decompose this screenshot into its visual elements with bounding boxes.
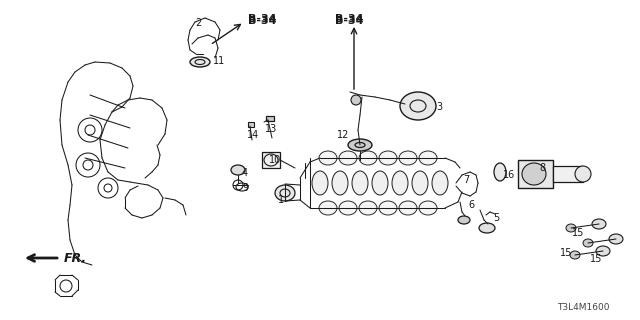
Ellipse shape bbox=[419, 151, 437, 165]
Ellipse shape bbox=[352, 171, 368, 195]
Text: 1: 1 bbox=[278, 195, 284, 205]
Text: 5: 5 bbox=[493, 213, 499, 223]
Ellipse shape bbox=[348, 139, 372, 151]
Text: 7: 7 bbox=[463, 175, 469, 185]
Bar bbox=[518, 160, 553, 188]
Ellipse shape bbox=[319, 201, 337, 215]
Text: 4: 4 bbox=[242, 168, 248, 178]
Text: 6: 6 bbox=[468, 200, 474, 210]
Bar bbox=[553, 166, 583, 182]
Ellipse shape bbox=[319, 151, 337, 165]
Ellipse shape bbox=[399, 201, 417, 215]
Ellipse shape bbox=[190, 57, 210, 67]
Text: 14: 14 bbox=[247, 130, 259, 140]
Ellipse shape bbox=[231, 165, 245, 175]
Text: 15: 15 bbox=[590, 254, 602, 264]
Bar bbox=[266, 116, 274, 121]
Ellipse shape bbox=[609, 234, 623, 244]
Ellipse shape bbox=[583, 239, 593, 247]
Ellipse shape bbox=[332, 171, 348, 195]
Text: B-34: B-34 bbox=[248, 16, 276, 26]
Ellipse shape bbox=[359, 201, 377, 215]
Ellipse shape bbox=[419, 201, 437, 215]
Ellipse shape bbox=[392, 171, 408, 195]
Ellipse shape bbox=[351, 95, 361, 105]
Ellipse shape bbox=[432, 171, 448, 195]
Text: 16: 16 bbox=[503, 170, 515, 180]
Ellipse shape bbox=[339, 201, 357, 215]
Ellipse shape bbox=[379, 151, 397, 165]
Text: B-34: B-34 bbox=[248, 14, 276, 24]
Ellipse shape bbox=[494, 163, 506, 181]
Ellipse shape bbox=[522, 163, 546, 185]
Ellipse shape bbox=[479, 223, 495, 233]
Text: FR.: FR. bbox=[64, 252, 87, 265]
Bar bbox=[248, 122, 254, 127]
Text: 13: 13 bbox=[265, 124, 277, 134]
Text: 8: 8 bbox=[539, 163, 545, 173]
Bar bbox=[262, 152, 280, 168]
Text: 9: 9 bbox=[242, 183, 248, 193]
Ellipse shape bbox=[575, 166, 591, 182]
Text: B-34: B-34 bbox=[335, 16, 364, 26]
Ellipse shape bbox=[458, 216, 470, 224]
Text: 3: 3 bbox=[436, 102, 442, 112]
Ellipse shape bbox=[275, 185, 295, 201]
Text: 11: 11 bbox=[213, 56, 225, 66]
Ellipse shape bbox=[339, 151, 357, 165]
Ellipse shape bbox=[399, 151, 417, 165]
Ellipse shape bbox=[372, 171, 388, 195]
Text: 2: 2 bbox=[195, 18, 201, 28]
Ellipse shape bbox=[379, 201, 397, 215]
Ellipse shape bbox=[566, 224, 576, 232]
Ellipse shape bbox=[592, 219, 606, 229]
Text: 12: 12 bbox=[337, 130, 349, 140]
Ellipse shape bbox=[412, 171, 428, 195]
Ellipse shape bbox=[400, 92, 436, 120]
Text: 10: 10 bbox=[269, 155, 281, 165]
Ellipse shape bbox=[570, 251, 580, 259]
Ellipse shape bbox=[359, 151, 377, 165]
Ellipse shape bbox=[596, 246, 610, 256]
Text: T3L4M1600: T3L4M1600 bbox=[557, 303, 610, 312]
Text: 15: 15 bbox=[572, 228, 584, 238]
Text: B-34: B-34 bbox=[335, 14, 364, 24]
Text: 15: 15 bbox=[560, 248, 572, 258]
Ellipse shape bbox=[312, 171, 328, 195]
